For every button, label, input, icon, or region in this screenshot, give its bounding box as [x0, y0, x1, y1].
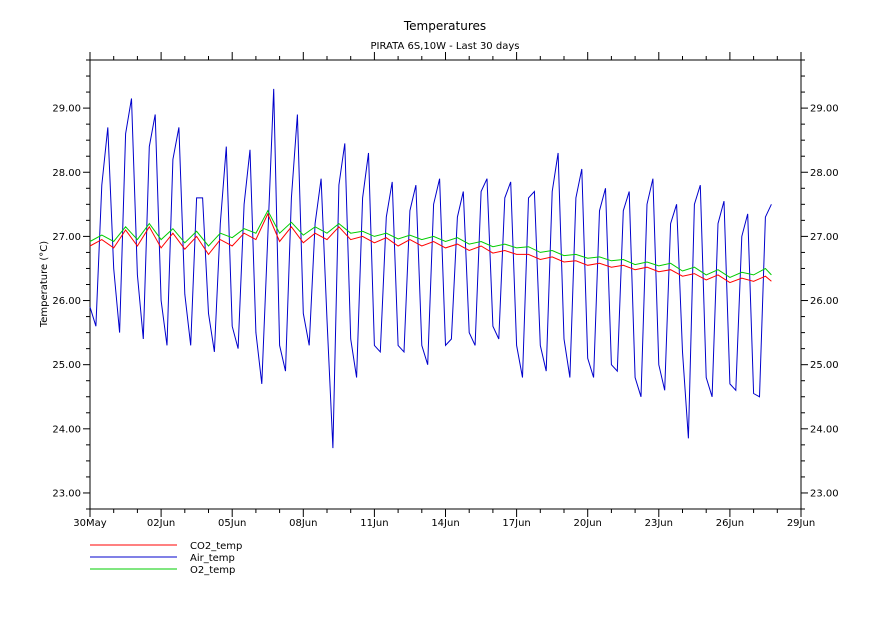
x-tick-label: 02Jun: [147, 518, 175, 529]
x-tick-label: 23Jun: [645, 518, 673, 529]
x-tick-label: 17Jun: [502, 518, 530, 529]
x-tick-label: 11Jun: [360, 518, 388, 529]
y-tick-label-right: 25.00: [810, 360, 839, 371]
x-tick-label: 30May: [73, 518, 106, 529]
axis-ticks: 30May 02Jun 05Jun 08Jun 11Jun 14Jun 17Jun 20Jun…: [52, 52, 839, 529]
y-tick-label-left: 24.00: [52, 424, 81, 435]
legend-label: Air_temp: [190, 553, 235, 564]
chart-title: Temperatures: [403, 19, 486, 33]
x-tick-label: 05Jun: [218, 518, 246, 529]
y-tick-label-left: 28.00: [52, 168, 81, 179]
y-axis-label: Temperature (°C): [39, 241, 50, 328]
x-tick-label: 20Jun: [574, 518, 602, 529]
chart-subtitle: PIRATA 6S,10W - Last 30 days: [371, 41, 520, 52]
plot-area: [89, 59, 802, 510]
x-tick-label: 14Jun: [431, 518, 459, 529]
y-tick-label-left: 26.00: [52, 296, 81, 307]
x-tick-label: 08Jun: [289, 518, 317, 529]
x-tick-label: 29Jun: [787, 518, 815, 529]
series-line-co2-temp: [89, 212, 772, 284]
y-tick-label-right: 28.00: [810, 168, 839, 179]
series-lines: [89, 88, 772, 449]
y-tick-label-right: 24.00: [810, 424, 839, 435]
series-line-o2-temp: [89, 209, 772, 278]
y-tick-label-right: 23.00: [810, 488, 839, 499]
y-tick-label-right: 27.00: [810, 232, 839, 243]
y-tick-label-left: 29.00: [52, 104, 81, 115]
y-tick-label-right: 29.00: [810, 104, 839, 115]
y-tick-label-left: 25.00: [52, 360, 81, 371]
y-tick-label-right: 26.00: [810, 296, 839, 307]
y-tick-label-left: 27.00: [52, 232, 81, 243]
legend-label: O2_temp: [190, 565, 235, 576]
plot-frame: [89, 59, 802, 510]
legend-label: CO2_temp: [190, 541, 242, 552]
y-tick-label-left: 23.00: [52, 488, 81, 499]
x-tick-label: 26Jun: [716, 518, 744, 529]
series-line-air-temp: [89, 88, 772, 449]
